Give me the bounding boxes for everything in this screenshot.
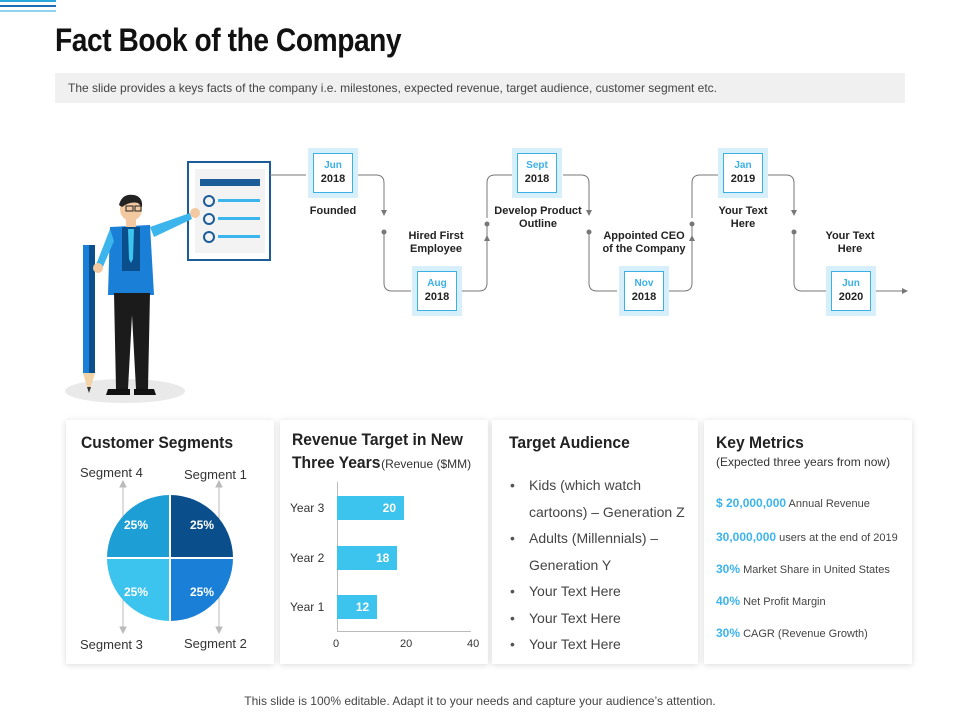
segment-4-pct: 25% — [124, 518, 149, 532]
revenue-title-row: Three Years(Revenue ($MM) — [292, 453, 471, 473]
bar-category-label: Year 1 — [290, 600, 325, 614]
man-figure — [93, 194, 200, 395]
timeline-year: 2020 — [838, 291, 864, 303]
target-audience-card: Target Audience Kids (which watch cartoo… — [492, 420, 698, 664]
timeline-year: 2018 — [524, 173, 550, 185]
segment-3-label: Segment 3 — [80, 637, 143, 652]
pie-slice-segment-4 — [107, 495, 170, 558]
metric-annual-revenue: $ 20,000,000 Annual Revenue — [716, 496, 870, 510]
x-tick-label: 20 — [400, 638, 413, 650]
pencil-icon — [83, 245, 95, 393]
audience-item: Kids (which watch cartoons) – Generation… — [510, 472, 690, 525]
presenter-illustration — [65, 161, 271, 403]
timeline-date-2: Aug 2018 — [412, 266, 462, 316]
corner-decoration — [0, 0, 56, 15]
revenue-card: Revenue Target in New Three Years(Revenu… — [280, 420, 488, 664]
x-axis-line — [337, 631, 471, 632]
target-audience-title: Target Audience — [509, 433, 630, 452]
metric-market-share: 30% Market Share in United States — [716, 562, 890, 576]
bar-chart: Year 3 20 Year 2 18 Year 1 12 0 20 40 — [280, 420, 488, 664]
metric-value: 30% — [716, 626, 741, 640]
segment-2-label: Segment 2 — [184, 636, 247, 651]
timeline-label-6: Your Text Here — [825, 230, 875, 255]
timeline-month: Aug — [427, 278, 447, 289]
timeline-connectors — [270, 174, 908, 294]
pie-chart — [107, 479, 233, 635]
timeline-year: 2018 — [320, 173, 346, 185]
metric-label: Annual Revenue — [788, 498, 870, 510]
segment-3-pct: 25% — [124, 585, 149, 599]
segment-2-pct: 25% — [190, 585, 215, 599]
revenue-title-line1: Revenue Target in New — [292, 430, 463, 449]
timeline-label-1: Founded — [309, 205, 357, 217]
timeline-label-5: Your Text Here — [718, 205, 768, 230]
audience-item: Your Text Here — [510, 605, 690, 632]
customer-segments-title: Customer Segments — [81, 433, 234, 452]
metric-value: $ 20,000,000 — [716, 496, 787, 510]
page-title: Fact Book of the Company — [55, 22, 402, 58]
metric-net-profit: 40% Net Profit Margin — [716, 594, 826, 608]
metric-value: 30% — [716, 562, 741, 576]
timeline-label-3: Develop Product Outline — [494, 205, 582, 230]
key-metrics-title: Key Metrics — [716, 433, 804, 452]
timeline-date-3: Sept 2018 — [512, 148, 562, 198]
bar-category-label: Year 3 — [290, 501, 325, 515]
timeline-date-1: Jun 2018 — [308, 148, 358, 198]
revenue-unit: (Revenue ($MM) — [381, 457, 472, 471]
timeline-date-4: Nov 2018 — [619, 266, 669, 316]
revenue-title-line2: Three Years — [292, 453, 381, 472]
metric-label: Market Share in United States — [743, 564, 890, 576]
checklist-board-icon — [187, 161, 271, 261]
timeline-month: Jun — [324, 160, 342, 171]
timeline-year: 2018 — [631, 291, 657, 303]
pie-slice-segment-1 — [170, 495, 233, 558]
metric-label: users at the end of 2019 — [779, 532, 898, 544]
audience-item: Adults (Millennials) – Generation Y — [510, 525, 690, 578]
target-audience-list: Kids (which watch cartoons) – Generation… — [510, 472, 690, 658]
audience-item: Your Text Here — [510, 578, 690, 605]
timeline-date-5: Jan 2019 — [718, 148, 768, 198]
bar-value-label: 18 — [375, 550, 390, 565]
timeline-label-2: Hired First Employee — [408, 230, 464, 255]
pie-slice-segment-2 — [170, 558, 233, 621]
metric-value: 30,000,000 — [716, 530, 777, 544]
timeline-month: Nov — [634, 278, 654, 289]
metric-label: Net Profit Margin — [743, 596, 826, 608]
bar-value-label: 12 — [355, 600, 370, 614]
bar: 12 — [337, 595, 378, 619]
audience-item: Your Text Here — [510, 631, 690, 658]
timeline-year: 2018 — [424, 291, 450, 303]
key-metrics-card: Key Metrics (Expected three years from n… — [704, 420, 912, 664]
segment-1-label: Segment 1 — [184, 467, 247, 482]
customer-segments-card: Customer Segments Segment 4 Segment 1 Se… — [66, 420, 274, 664]
timeline-month: Sept — [526, 160, 548, 171]
subtitle-bar: The slide provides a keys facts of the c… — [55, 73, 905, 103]
footer-note: This slide is 100% editable. Adapt it to… — [244, 694, 716, 708]
bar-category-label: Year 2 — [290, 550, 325, 565]
timeline-year: 2019 — [730, 173, 756, 185]
x-tick-label: 40 — [467, 638, 480, 650]
metric-value: 40% — [716, 594, 741, 608]
segment-1-pct: 25% — [190, 518, 215, 532]
timeline-month: Jan — [734, 160, 752, 171]
metric-users: 30,000,000 users at the end of 2019 — [716, 530, 898, 544]
timeline-month: Jun — [842, 278, 860, 289]
metric-cagr: 30% CAGR (Revenue Growth) — [716, 626, 868, 640]
timeline-date-6: Jun 2020 — [826, 266, 876, 316]
subtitle-text: The slide provides a keys facts of the c… — [68, 81, 718, 95]
pie-slice-segment-3 — [107, 558, 170, 621]
x-tick-label: 0 — [333, 638, 340, 650]
key-metrics-subtitle: (Expected three years from now) — [716, 455, 891, 469]
metric-label: CAGR (Revenue Growth) — [743, 628, 868, 640]
timeline-label-4: Appointed CEO of the Company — [602, 230, 686, 255]
bar: 20 — [337, 496, 404, 520]
bar: 18 — [337, 545, 398, 570]
bar-value-label: 20 — [382, 501, 396, 515]
segment-4-label: Segment 4 — [80, 465, 143, 480]
